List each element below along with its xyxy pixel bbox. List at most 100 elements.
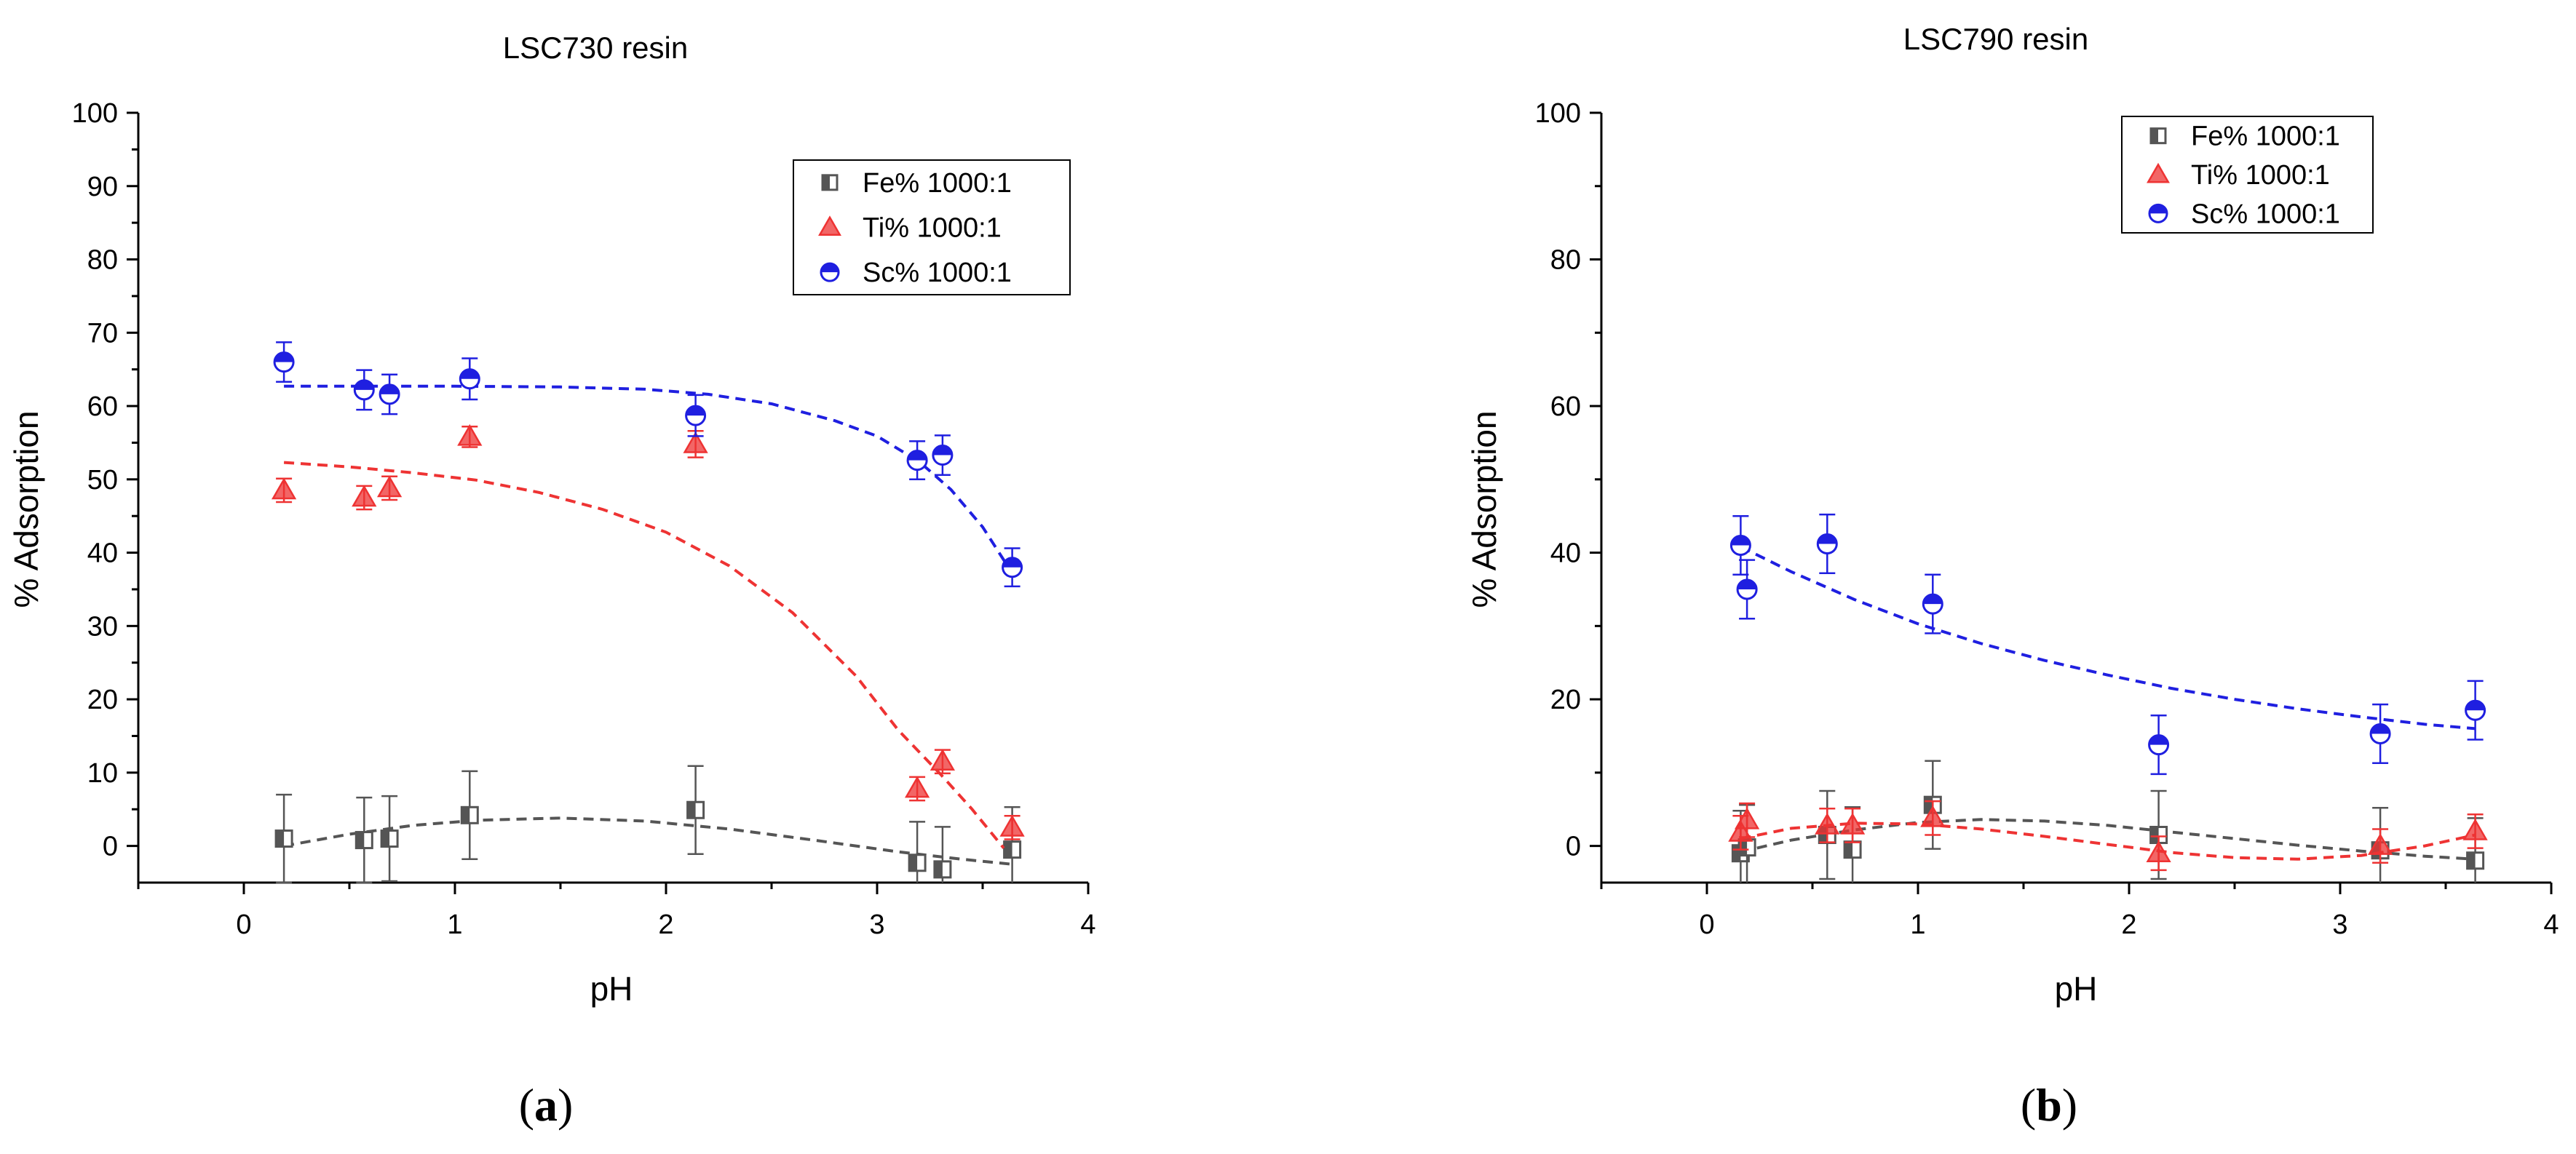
data-point [685, 405, 707, 426]
data-point [460, 805, 479, 824]
data-point [1003, 840, 1022, 859]
data-point [1736, 578, 1758, 600]
data-point [379, 383, 400, 405]
legend-marker [2149, 127, 2167, 145]
data-point [999, 814, 1025, 837]
data-point [2146, 840, 2171, 862]
legend-entry: Fe% 1000:1 [2191, 122, 2340, 152]
legend: Fe% 1000:1 Ti% 1000:1 Sc% 1000:1 [793, 159, 1071, 295]
fit-curve [1740, 821, 2476, 861]
x-axis-label: pH [590, 970, 633, 1008]
data-point [2148, 734, 2170, 756]
legend-marker [2147, 162, 2170, 183]
y-axis-label: % Adsorption [7, 410, 45, 608]
y-tick-label: 0 [103, 832, 118, 862]
y-tick-label: 20 [1550, 685, 1581, 715]
data-point [906, 450, 928, 471]
chart-title: LSC730 resin [503, 31, 688, 65]
data-point [908, 853, 927, 872]
data-point [1729, 534, 1751, 556]
chart-title: LSC790 resin [1903, 22, 2088, 56]
panel-label-b: (b) [2021, 1079, 2077, 1131]
y-tick-label: 90 [87, 172, 118, 202]
panel-letter: a [534, 1079, 558, 1131]
data-point [2462, 819, 2488, 840]
data-point [2466, 851, 2485, 870]
y-tick-label: 0 [1566, 832, 1581, 862]
y-tick-label: 100 [1535, 98, 1581, 129]
data-point [1815, 812, 1840, 835]
data-point [686, 800, 705, 819]
x-tick-label: 4 [2543, 910, 2559, 940]
y-tick-label: 60 [1550, 391, 1581, 422]
legend-marker [818, 215, 841, 236]
series-triangle [271, 423, 1025, 849]
error-bar [909, 821, 926, 883]
legend-entry: Sc% 1000:1 [863, 258, 1012, 288]
data-point [271, 477, 297, 500]
data-point [2369, 723, 2391, 744]
data-point [1843, 840, 1862, 859]
y-tick-label: 50 [87, 465, 118, 496]
data-point [930, 749, 956, 771]
fit-curve [1740, 818, 2476, 861]
series-triangle [1728, 800, 2488, 872]
legend: Fe% 1000:1 Ti% 1000:1 Sc% 1000:1 [2121, 116, 2374, 234]
y-tick-label: 80 [1550, 245, 1581, 276]
y-tick-label: 70 [87, 318, 118, 349]
data-point [1839, 812, 1866, 835]
series-half-circle [1729, 513, 2486, 776]
data-point [683, 431, 708, 453]
legend-marker [821, 174, 839, 191]
y-tick-label: 60 [87, 391, 118, 422]
data-point [2465, 699, 2486, 721]
fit-curve [1740, 545, 2476, 731]
x-tick-label: 0 [1699, 910, 1714, 940]
y-tick-label: 80 [87, 245, 118, 276]
data-point [353, 379, 375, 401]
data-point [376, 475, 403, 498]
x-tick-label: 4 [1080, 910, 1095, 940]
data-point [932, 445, 954, 466]
panel-label-a: (a) [519, 1079, 574, 1131]
y-axis-label: % Adsorption [1465, 410, 1503, 608]
legend-entry: Sc% 1000:1 [2191, 199, 2340, 229]
y-tick-label: 40 [87, 538, 118, 569]
series-half-square [1731, 760, 2485, 883]
data-point [273, 351, 295, 373]
x-axis-label: pH [2055, 970, 2098, 1008]
data-point [1920, 805, 1946, 827]
plot-area [271, 341, 1025, 884]
y-tick-label: 100 [72, 98, 118, 129]
data-point [904, 776, 930, 798]
series-half-circle [273, 341, 1023, 588]
data-point [354, 831, 373, 850]
data-point [2367, 833, 2393, 855]
legend-entry: Ti% 1000:1 [2191, 160, 2330, 191]
series-half-square [274, 765, 1022, 884]
data-point [1734, 807, 1760, 829]
data-point [380, 829, 399, 848]
y-tick-label: 10 [87, 758, 118, 789]
fit-curve [283, 461, 1005, 849]
x-tick-label: 2 [658, 910, 673, 940]
data-point [1002, 557, 1023, 578]
data-point [274, 829, 293, 848]
x-tick-label: 0 [236, 910, 251, 940]
data-point [352, 485, 377, 507]
legend-marker [2148, 203, 2168, 223]
data-point [459, 368, 480, 390]
y-tick-label: 30 [87, 611, 118, 642]
x-tick-label: 3 [2332, 910, 2347, 940]
y-tick-label: 20 [87, 685, 118, 715]
x-tick-label: 1 [447, 910, 462, 940]
data-point [933, 860, 952, 879]
x-tick-label: 2 [2121, 910, 2136, 940]
y-tick-label: 40 [1550, 538, 1581, 569]
legend-entry: Ti% 1000:1 [863, 213, 1002, 244]
plot-area [1728, 513, 2488, 883]
data-point [1816, 533, 1838, 554]
